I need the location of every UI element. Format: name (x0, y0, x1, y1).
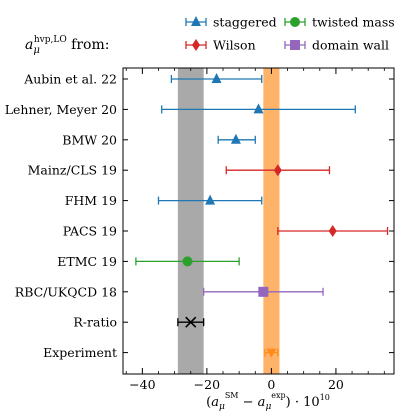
legend-label: domain wall (312, 38, 389, 53)
plot-frame (122, 67, 395, 375)
x-tick-label: 20 (328, 377, 344, 392)
data-point-10 (264, 348, 279, 358)
x-tick-label: 0 (267, 377, 275, 392)
y-tick-label: FHM 19 (65, 193, 117, 208)
data-points (135, 73, 389, 358)
diamond-marker (273, 164, 282, 177)
data-point-2 (161, 103, 356, 114)
chart-title: aμhvp,LO from: (25, 35, 109, 56)
legend-entry-twisted-mass: twisted mass (284, 15, 395, 30)
y-tick-label: Lehner, Meyer 20 (5, 102, 117, 117)
triangle-up-marker (205, 194, 216, 205)
y-tick-label: Aubin et al. 22 (23, 72, 117, 87)
legend-label: staggered (213, 15, 277, 30)
triangle-up-marker (230, 133, 241, 144)
y-tick-label: PACS 19 (63, 224, 117, 239)
x-tick-label: −40 (129, 377, 155, 392)
legend-label: twisted mass (312, 15, 395, 30)
square-marker (258, 286, 269, 297)
data-point-6 (277, 225, 389, 237)
data-point-8 (203, 286, 324, 297)
diamond-legend-marker (192, 39, 200, 51)
x-axis-label: (aμSM − aμexp) · 1010 (206, 391, 330, 412)
band-gray (177, 68, 204, 374)
data-point-1 (170, 73, 263, 83)
x-ticks: −40 −20 0 20 (125, 68, 385, 392)
title-suffix: from: (67, 37, 110, 53)
legend: staggered twisted mass Wilson domain wall (185, 15, 395, 53)
x-marker (185, 316, 197, 328)
y-tick-label: ETMC 19 (57, 254, 117, 269)
title-symbol: a (25, 37, 33, 53)
legend-entry-Wilson: Wilson (185, 38, 256, 53)
y-tick-label: BMW 20 (62, 132, 117, 147)
triangle-up-legend-marker (191, 16, 201, 26)
diamond-marker (328, 225, 337, 237)
y-tick-label: R-ratio (73, 315, 117, 330)
plot-area: Aubin et al. 22 Lehner, Meyer 20 BMW 20 Mai… (5, 67, 395, 392)
data-point-5 (157, 194, 263, 205)
data-point-4 (225, 164, 331, 177)
x-tick-label: −20 (194, 377, 220, 392)
y-ticks: Aubin et al. 22 Lehner, Meyer 20 BMW 20 Mai… (5, 72, 394, 360)
legend-entry-staggered: staggered (185, 15, 277, 30)
legend-entry-domain-wall: domain wall (284, 38, 389, 53)
triangle-down-marker (266, 348, 277, 358)
y-tick-label: Experiment (43, 345, 117, 360)
square-legend-marker (290, 40, 300, 50)
band-orange (263, 68, 280, 374)
legend-label: Wilson (213, 38, 256, 53)
triangle-up-marker (253, 103, 264, 114)
bands (177, 68, 280, 374)
y-tick-label: Mainz/CLS 19 (28, 163, 117, 178)
data-point-9 (177, 316, 205, 328)
data-point-3 (217, 133, 256, 144)
circle-legend-marker (290, 17, 300, 27)
data-point-7 (135, 256, 240, 267)
title-sub: μ (33, 45, 40, 56)
triangle-up-marker (211, 73, 222, 83)
y-tick-label: RBC/UKQCD 18 (15, 284, 117, 299)
title-sup: hvp,LO (34, 35, 67, 45)
circle-marker (182, 256, 193, 267)
